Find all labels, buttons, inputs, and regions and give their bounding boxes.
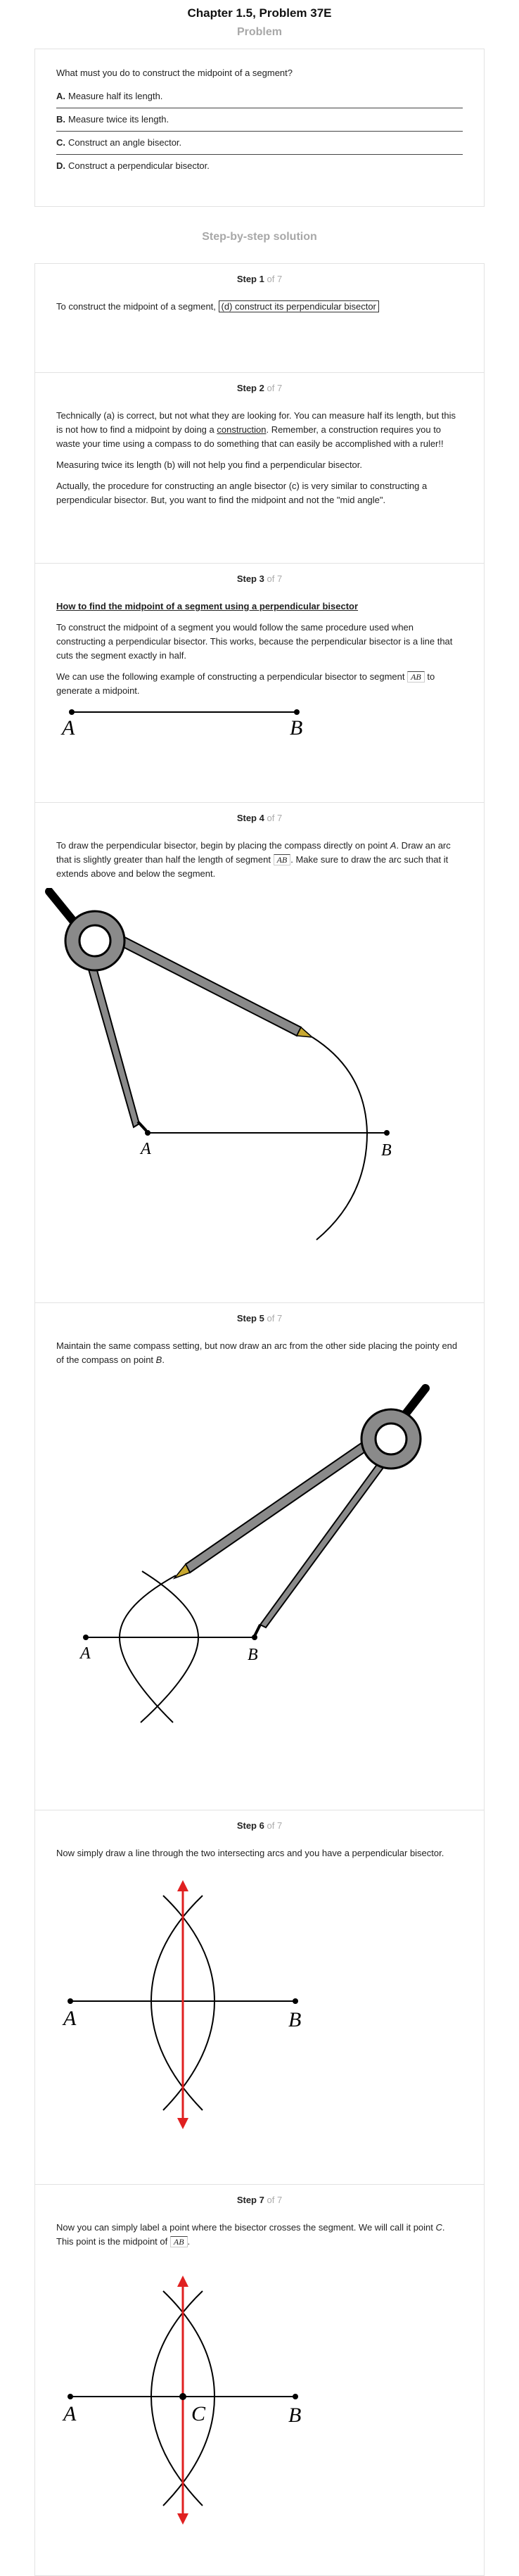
- label-a: A: [62, 2402, 77, 2425]
- option-a[interactable]: A. Measure half its length.: [56, 85, 463, 108]
- step-3-para-1: To construct the midpoint of a segment y…: [56, 622, 453, 661]
- step-title: Step 3 of 7: [236, 573, 283, 584]
- problem-heading: Problem: [236, 26, 282, 38]
- label-b: B: [248, 1646, 258, 1664]
- option-c[interactable]: C. Construct an angle bisector.: [56, 132, 463, 155]
- label-a: A: [60, 716, 75, 740]
- step-title: Step 6 of 7: [236, 1820, 283, 1831]
- label-a: A: [62, 2007, 77, 2030]
- step-1-text: To construct the midpoint of a segment, …: [56, 300, 463, 314]
- point-c: [179, 2393, 186, 2400]
- step-7-text: Now you can simply label a point where t…: [56, 2222, 445, 2247]
- construction-link[interactable]: construction: [217, 424, 267, 435]
- point-b: [294, 709, 300, 715]
- label-b: B: [288, 2008, 301, 2031]
- page-title: Chapter 1.5, Problem 37E: [187, 6, 332, 20]
- option-d[interactable]: D. Construct a perpendicular bisector.: [56, 160, 210, 171]
- segment-ab-notation: AB: [407, 671, 425, 683]
- step-title: Step 7 of 7: [236, 2195, 283, 2205]
- step-title: Step 2 of 7: [236, 383, 283, 393]
- problem-question: What must you do to construct the midpoi…: [56, 68, 293, 78]
- option-b[interactable]: B. Measure twice its length.: [56, 108, 463, 132]
- step-6: Step 6 of 7 Now simply draw a line throu…: [35, 1810, 484, 2184]
- step-6-text: Now simply draw a line through the two i…: [56, 1848, 444, 1858]
- step-5: Step 5 of 7 Maintain the same compass se…: [35, 1302, 484, 1810]
- compass-arc-a-diagram: A B: [45, 888, 392, 1241]
- label-a: A: [139, 1140, 151, 1158]
- label-b: B: [381, 1141, 392, 1160]
- label-b: B: [290, 716, 302, 740]
- answer-box: (d) construct its perpendicular bisector: [218, 300, 379, 312]
- compass-arc-b-diagram: A B: [79, 1384, 430, 1723]
- step-3-subheading: How to find the midpoint of a segment us…: [56, 601, 359, 611]
- label-c: C: [191, 2402, 206, 2425]
- step-title: Step 4 of 7: [236, 813, 283, 823]
- point-a: [69, 709, 75, 715]
- label-b: B: [288, 2404, 301, 2427]
- perpendicular-bisector-diagram: A B: [62, 1880, 301, 2129]
- step-4: Step 4 of 7 To draw the perpendicular bi…: [35, 802, 484, 1302]
- step-title: Step 5 of 7: [236, 1313, 283, 1324]
- segment-ab-diagram: A B: [60, 709, 302, 740]
- step-5-text: Maintain the same compass setting, but n…: [56, 1340, 458, 1365]
- step-3: Step 3 of 7 How to find the midpoint of …: [35, 563, 484, 802]
- step-4-text: To draw the perpendicular bisector, begi…: [56, 840, 451, 879]
- step-3-para-2: We can use the following example of cons…: [56, 671, 435, 696]
- step-title: Step 1 of 7: [236, 274, 283, 284]
- step-2-para-3: Actually, the procedure for constructing…: [56, 481, 428, 505]
- label-a: A: [79, 1644, 91, 1663]
- step-2-para-2: Measuring twice its length (b) will not …: [56, 459, 363, 470]
- step-7: Step 7 of 7 Now you can simply label a p…: [35, 2184, 484, 2575]
- step-1: Step 1 of 7 To construct the midpoint of…: [35, 264, 484, 372]
- problem-card: What must you do to construct the midpoi…: [34, 49, 485, 207]
- midpoint-diagram: A C B: [62, 2276, 301, 2525]
- solution-card: Step 1 of 7 To construct the midpoint of…: [34, 263, 485, 2576]
- segment-ab-notation: AB: [273, 854, 291, 865]
- step-2: Step 2 of 7 Technically (a) is correct, …: [35, 372, 484, 563]
- solution-heading: Step-by-step solution: [202, 231, 317, 243]
- segment-ab-notation: AB: [169, 2236, 188, 2247]
- step-2-para-1: Technically (a) is correct, but not what…: [56, 410, 456, 449]
